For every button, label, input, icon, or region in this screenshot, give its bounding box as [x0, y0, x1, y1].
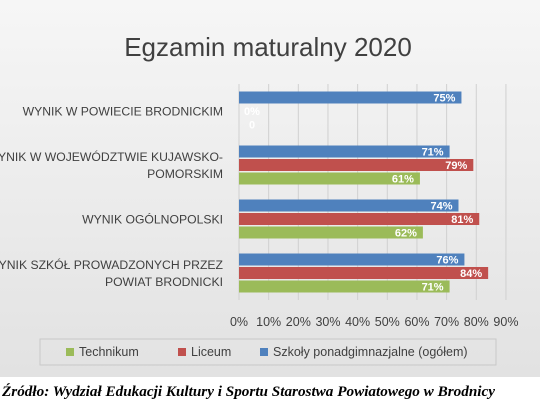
- category-label: WYNIK SZKÓŁ PROWADZONYCH PRZEZ: [0, 257, 224, 272]
- x-tick-label: 90%: [493, 315, 518, 329]
- bar: [239, 172, 420, 185]
- source-caption: Źródło: Wydział Edukacji Kultury i Sport…: [2, 383, 495, 400]
- x-tick-label: 0%: [230, 315, 248, 329]
- x-tick-label: 60%: [404, 315, 429, 329]
- chart-area: Egzamin maturalny 2020 75% 0% 0 71% 79% 61% 74…: [0, 0, 540, 377]
- data-label: 74%: [430, 201, 452, 213]
- data-label: 71%: [422, 282, 444, 294]
- x-tick-label: 40%: [345, 315, 370, 329]
- bar: [239, 267, 489, 279]
- category-labels: WYNIK W POWIECIE BRODNICKIM WYNIK W WOJEW…: [0, 105, 224, 290]
- bar-chart: Egzamin maturalny 2020 75%0%071%79%61%74…: [0, 32, 518, 366]
- data-label: 62%: [395, 228, 417, 240]
- category-label: POMORSKIM: [147, 167, 223, 181]
- bar: [239, 253, 465, 266]
- gridlines: [238, 84, 507, 300]
- legend-label: Szkoły ponadgimnazjalne (ogółem): [273, 345, 468, 359]
- bar: [239, 145, 450, 158]
- data-label: 61%: [392, 174, 414, 186]
- category-label: WYNIK W WOJEWÓDZTWIE KUJAWSKO-: [0, 149, 223, 164]
- data-label: 84%: [460, 268, 482, 280]
- bar: [239, 213, 480, 225]
- data-label: 0: [249, 120, 255, 132]
- bar: [239, 91, 462, 104]
- x-tick-label: 50%: [375, 315, 400, 329]
- bar: [239, 226, 423, 239]
- legend-label: Technikum: [79, 345, 139, 359]
- category-label: WYNIK OGÓLNOPOLSKI: [82, 212, 223, 227]
- legend-swatch: [260, 348, 268, 356]
- data-label: 71%: [422, 147, 444, 159]
- legend-swatch: [178, 348, 186, 356]
- bar: [239, 159, 474, 171]
- legend-label: Liceum: [191, 345, 231, 359]
- x-tick-label: 80%: [464, 315, 489, 329]
- bar: [239, 199, 459, 212]
- x-axis-ticks: 0% 10% 20% 30% 40% 50% 60% 70% 80% 90%: [230, 315, 518, 329]
- bar: [239, 280, 450, 293]
- data-label: 81%: [451, 214, 473, 226]
- category-label: POWIAT BRODNICKI: [105, 275, 223, 289]
- legend-frame: [39, 338, 497, 366]
- data-label: 0%: [244, 106, 260, 118]
- x-tick-label: 20%: [286, 315, 311, 329]
- legend: Technikum Liceum Szkoły ponadgimnazjalne (…: [39, 338, 497, 366]
- x-tick-label: 70%: [434, 315, 459, 329]
- data-label: 75%: [433, 93, 455, 105]
- chart-title: Egzamin maturalny 2020: [124, 32, 412, 62]
- legend-swatch: [66, 348, 74, 356]
- bars: 75%0%071%79%61%74%81%62%76%84%71%: [239, 91, 489, 294]
- data-label: 79%: [445, 160, 467, 172]
- x-tick-label: 30%: [315, 315, 340, 329]
- category-label: WYNIK W POWIECIE BRODNICKIM: [23, 105, 223, 119]
- x-tick-label: 10%: [256, 315, 281, 329]
- data-label: 76%: [436, 255, 458, 267]
